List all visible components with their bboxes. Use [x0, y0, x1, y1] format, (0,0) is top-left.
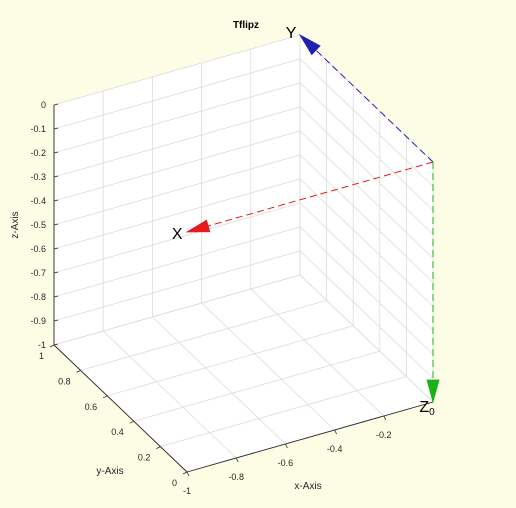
z-tick-label: -0.8 — [30, 292, 46, 302]
x-tick-mark — [334, 429, 337, 435]
x-grid-floor — [102, 330, 237, 459]
x-tick-mark — [383, 415, 387, 421]
z-tick-label: -0.1 — [30, 124, 46, 134]
x-axis-label: x-Axis — [294, 481, 321, 492]
z-tick-mark — [53, 175, 59, 178]
y-tick-label: 0.8 — [58, 376, 71, 386]
z-tick-mark — [53, 151, 59, 154]
x-tick-label: -0.6 — [278, 458, 294, 468]
chart-title: Tflipz — [233, 20, 259, 31]
frame-z-arrowhead — [426, 379, 440, 404]
x-tick-label: -0.8 — [228, 472, 244, 482]
x-tick-mark — [235, 457, 239, 463]
z-tick-mark — [53, 271, 59, 274]
x-tick-mark — [285, 443, 288, 449]
z-grid-back-right — [299, 58, 434, 187]
x-grid-floor — [250, 288, 385, 417]
y-tick-label: 0 — [172, 478, 177, 488]
z-tick-label: -0.6 — [30, 244, 46, 254]
z-tick-mark — [53, 199, 59, 202]
z-grid-back-right — [299, 202, 434, 331]
plot-area: -1 -0.8 -0.6 -0.4 -0.2 0 0.2 0.4 0.6 0.8 1 0 -0.1 -0.… — [30, 25, 440, 496]
z-grid-back-right — [299, 250, 434, 379]
y-grid-floor — [107, 325, 354, 397]
z-grid-back-left — [53, 34, 301, 106]
z-tick-label: -0.3 — [30, 172, 46, 182]
z-tick-mark — [53, 127, 59, 130]
x-tick-label: -0.4 — [327, 444, 343, 454]
z-grid-back-right — [299, 226, 434, 355]
z-grid-back-left — [53, 274, 301, 346]
y-tick-mark — [156, 446, 161, 449]
x-tick-label: -0.2 — [376, 430, 392, 440]
z-tick-mark — [53, 343, 59, 346]
z-grid-back-left — [53, 250, 301, 322]
z-grid-back-left — [53, 130, 301, 202]
z-grid-back-left — [53, 58, 301, 130]
x-tick-label: -1 — [183, 486, 191, 496]
y-tick-label: 1 — [39, 351, 44, 361]
y-grid-floor — [160, 376, 407, 447]
floor-pane — [54, 275, 433, 472]
z-tick-mark — [53, 247, 59, 250]
z-tick-label: -0.4 — [30, 196, 46, 206]
frame-y-label: Y — [286, 25, 297, 42]
z-grid-back-right — [299, 154, 434, 283]
z-tick-mark — [53, 295, 59, 298]
z-tick-label: 0 — [41, 100, 46, 110]
frame-x-arrowhead — [185, 219, 211, 233]
y-tick-mark — [103, 395, 108, 399]
y-grid-floor — [133, 350, 380, 422]
y-tick-mark — [76, 370, 81, 373]
z-tick-label: -0.5 — [30, 220, 46, 230]
z-grid-back-right — [299, 106, 434, 235]
y-grid-floor — [80, 300, 327, 371]
z-grid-back-left — [53, 154, 301, 226]
z-grid-back-left — [53, 178, 301, 250]
x-axis-line — [186, 401, 434, 473]
z-tick-label: -0.7 — [30, 268, 46, 278]
frame-x-label: X — [172, 226, 183, 243]
y-tick-label: 0.2 — [138, 453, 151, 463]
y-tick-label: 0.4 — [111, 427, 124, 437]
z-tick-mark — [53, 103, 59, 106]
z-tick-mark — [53, 319, 59, 322]
frame-y-axis-line — [315, 49, 434, 163]
frame-y-arrowhead — [298, 33, 321, 56]
y-tick-mark — [182, 471, 188, 475]
z-grid-back-right — [299, 178, 434, 307]
z-grid-back-left — [53, 202, 301, 274]
x-grid-floor — [201, 302, 335, 431]
tick-labels: -1 -0.8 -0.6 -0.4 -0.2 0 0.2 0.4 0.6 0.8 1 0 -0.1 -0.… — [30, 100, 391, 496]
z-tick-label: -1 — [38, 340, 46, 350]
y-tick-label: 0.6 — [85, 402, 98, 412]
y-tick-mark — [49, 344, 55, 348]
z-grid-back-left — [53, 82, 301, 154]
z-grid-back-right — [299, 274, 434, 403]
grid-lines — [53, 34, 434, 473]
z-grid-back-left — [53, 226, 301, 298]
z-tick-label: -0.9 — [30, 316, 46, 326]
z-tick-label: -0.2 — [30, 148, 46, 158]
x-tick-mark — [186, 471, 190, 477]
y-axis-label: y-Axis — [96, 466, 123, 477]
frame-x-axis-line — [208, 161, 434, 227]
frame-z-subscript: 0 — [429, 407, 435, 418]
x-grid-floor — [152, 316, 286, 445]
z-grid-back-left — [53, 106, 301, 178]
z-tick-mark — [53, 223, 59, 226]
y-axis-line — [53, 344, 188, 473]
z-grid-back-right — [299, 130, 434, 259]
y-tick-mark — [129, 420, 134, 424]
z-axis-label: z-Axis — [10, 211, 21, 238]
z-grid-back-right — [299, 82, 434, 211]
